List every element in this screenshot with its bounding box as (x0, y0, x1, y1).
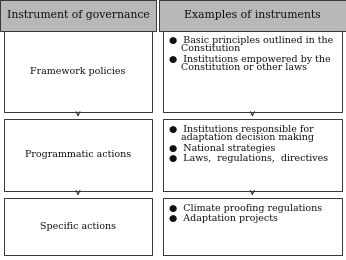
Bar (159, 0, 346, 31)
Text: Instrument of governance: Instrument of governance (7, 10, 149, 20)
Text: Framework policies: Framework policies (30, 67, 126, 76)
Text: ●  Basic principles outlined in the: ● Basic principles outlined in the (169, 36, 334, 46)
Bar (163, 198, 342, 255)
Text: Examples of instruments: Examples of instruments (184, 10, 321, 20)
Bar (163, 31, 342, 112)
Bar (0, 0, 156, 31)
Bar (4, 119, 152, 191)
Text: ●  Institutions responsible for: ● Institutions responsible for (169, 125, 314, 134)
Bar (4, 198, 152, 255)
Text: ●  Laws,  regulations,  directives: ● Laws, regulations, directives (169, 154, 328, 163)
Bar (163, 119, 342, 191)
Text: Specific actions: Specific actions (40, 222, 116, 231)
Bar (4, 31, 152, 112)
Text: ●  Institutions empowered by the: ● Institutions empowered by the (169, 55, 331, 64)
Text: Programmatic actions: Programmatic actions (25, 150, 131, 159)
Text: Constitution or other laws: Constitution or other laws (169, 63, 307, 72)
Text: adaptation decision making: adaptation decision making (169, 133, 314, 142)
Text: ●  National strategies: ● National strategies (169, 144, 275, 153)
Text: ●  Climate proofing regulations: ● Climate proofing regulations (169, 204, 322, 213)
Text: Constitution: Constitution (169, 44, 240, 54)
Text: ●  Adaptation projects: ● Adaptation projects (169, 214, 278, 223)
